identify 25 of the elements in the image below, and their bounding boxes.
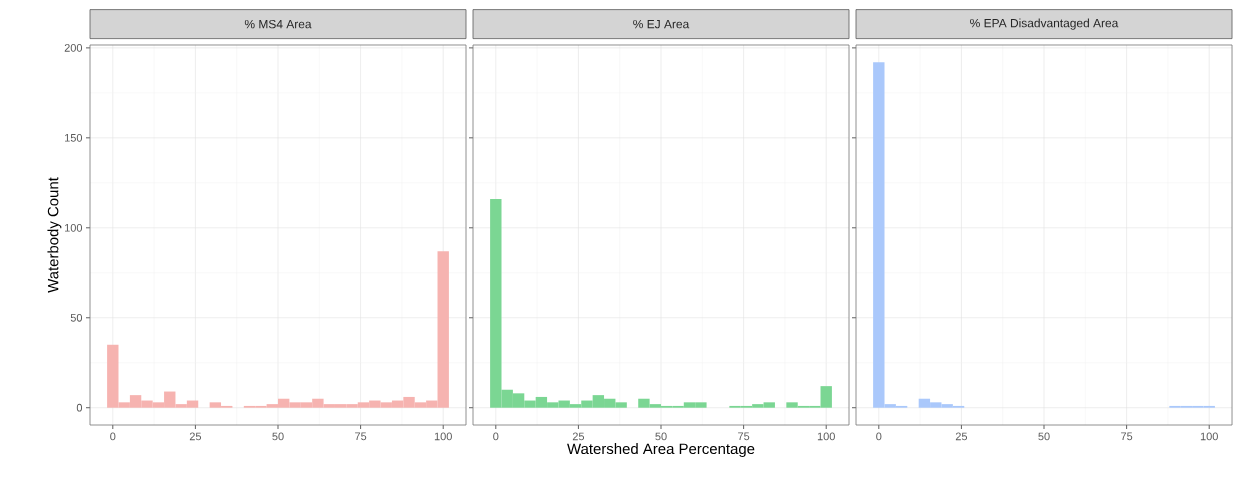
- x-tick-label: 75: [1121, 432, 1133, 441]
- x-tick-label: 0: [876, 432, 882, 441]
- y-tick-label: 50: [70, 313, 83, 322]
- y-axis-title: Waterbody Count: [47, 177, 62, 293]
- x-tick-label: 50: [1038, 432, 1050, 441]
- chart-title: % EPA Disadvantaged Area: [970, 18, 1119, 30]
- x-tick-label: 50: [655, 432, 667, 441]
- y-tick-label: 200: [64, 44, 83, 52]
- x-tick-label: 100: [1200, 432, 1218, 441]
- chart-title: % MS4 Area: [244, 19, 312, 29]
- x-tick-label: 0: [493, 432, 499, 441]
- x-tick-label: 25: [189, 432, 202, 441]
- x-tick-label: 50: [272, 432, 284, 441]
- chart-title: % EJ Area: [633, 19, 690, 29]
- x-tick-label: 75: [738, 432, 750, 441]
- y-tick-label: 150: [65, 133, 83, 142]
- x-tick-label: 25: [572, 432, 585, 441]
- x-tick-label: 75: [355, 432, 367, 441]
- y-tick-label: 100: [65, 223, 83, 232]
- x-tick-label: 100: [817, 432, 835, 441]
- x-tick-label: 100: [434, 432, 452, 441]
- x-tick-label: 0: [110, 432, 116, 441]
- y-tick-label: 0: [76, 403, 83, 412]
- x-axis-title: Watershed Area Percentage: [567, 443, 755, 458]
- x-tick-label: 25: [955, 432, 968, 441]
